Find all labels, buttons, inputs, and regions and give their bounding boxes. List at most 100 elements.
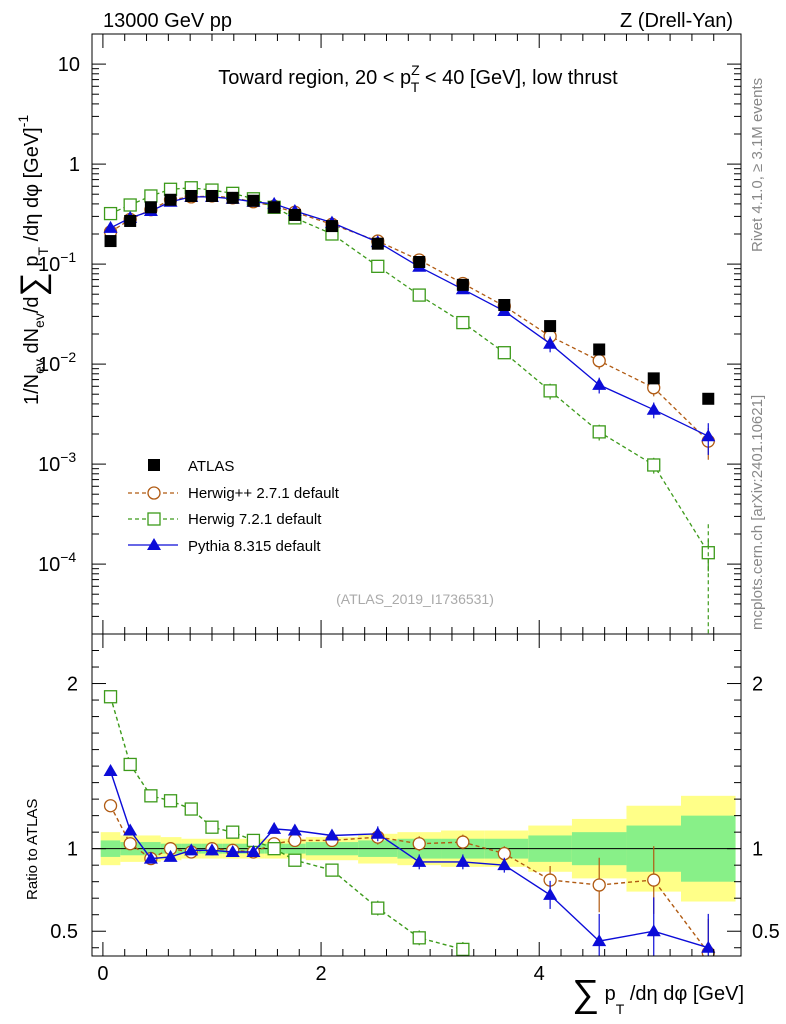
ratio-point-pythia-8-315-default [701,940,716,953]
main-point-atlas [144,201,157,214]
main-point-atlas [288,208,301,221]
ratio-point-pythia-8-315-default [646,924,661,937]
main-point-atlas [413,255,426,268]
analysis-watermark: (ATLAS_2019_I1736531) [336,591,494,607]
main-point-atlas [226,191,239,204]
ratio-xtick-label: 4 [534,963,545,985]
legend-item-pythia: Pythia 8.315 default [128,538,321,555]
main-point-pythia-8-315-default [103,220,118,233]
ratio-point-pythia-8-315-default [370,826,385,839]
ratio-point-pythia-8-315-default [103,764,118,777]
main-ylabel: 1/Nev dNev/d∑ pT /dη dφ [GeV]-1 [14,115,52,405]
ratio-xtick-label: 0 [97,963,108,985]
header-left: 13000 GeV pp [103,10,232,32]
main-ytick-label: 10−1 [38,249,76,276]
main-point-atlas [647,372,660,385]
ratio-point-pythia-8-315-default [163,849,178,862]
ratio-point-pythia-8-315-default [225,844,240,857]
ratio-point-herwig-7-2-1-default [288,853,302,867]
main-point-herwig-7-2-1-default [371,259,385,273]
main-point-herwig-7-2-1-default [103,206,118,221]
main-point-herwig-7-2-1-default [543,384,557,398]
ratio-ytick-label-left: 0.5 [50,921,78,943]
main-point-herwig-2-7-1-default [592,354,606,368]
main-point-herwig-7-2-1-default [123,198,137,212]
ratio-ytick-label-left: 1 [67,839,78,861]
ratio-point-pythia-8-315-default [455,854,470,867]
ratio-point-herwig-7-2-1-default [163,794,178,808]
main-point-herwig-7-2-1-default [412,288,426,302]
legend-item-atlas: ATLAS [148,458,234,475]
main-point-herwig-7-2-1-default [163,182,178,196]
main-point-atlas [104,235,117,248]
ratio-series-layer [103,690,716,956]
rivet-label: Rivet 4.1.0, ≥ 3.1M events [749,78,766,252]
main-point-atlas [205,189,218,202]
header-right: Z (Drell-Yan) [620,10,733,32]
main-title: Toward region, 20 < pZ T < 40 [GeV], low … [218,62,618,95]
ratio-point-herwig-7-2-1-default [103,690,118,704]
ratio-point-pythia-8-315-default [412,854,427,867]
ratio-point-pythia-8-315-default [287,823,302,836]
main-point-herwig-7-2-1-default [144,189,158,203]
ratio-point-herwig-2-7-1-default [592,878,606,892]
ratio-point-pythia-8-315-default [123,823,138,836]
ratio-point-pythia-8-315-default [143,851,158,864]
legend-marker-atlas [148,459,160,471]
ratio-point-herwig-2-7-1-default [412,837,426,851]
main-point-atlas [702,392,715,405]
main-point-atlas [371,237,384,250]
main-point-atlas [185,189,198,202]
ratio-point-herwig-7-2-1-default [184,802,198,816]
legend-item-herwigpp: Herwig++ 2.7.1 default [128,485,340,502]
ratio-ticks: 2 2 1 1 0.5 0.5 0 2 4 [50,634,780,985]
ratio-point-herwig-2-7-1-default [123,837,137,851]
ratio-point-pythia-8-315-default [246,844,261,857]
main-panel: 10 1 10−1 10−2 10−3 10−4 Toward region, 20 < … [14,33,742,635]
ratio-ytick-label-right: 0.5 [752,921,780,943]
ratio-ytick-label-left: 2 [67,674,78,696]
ratio-xtick-label: 2 [315,963,326,985]
svg-text:1/Nev dNev/d∑ pT /dη dφ [GeV]: 1/Nev dNev/d∑ pT /dη dφ [GeV]-1 [14,115,52,405]
ratio-line-herwig-7-2-1-default [109,696,464,951]
ratio-point-herwig-7-2-1-default [371,901,385,915]
main-series-layer [103,181,716,634]
main-point-pythia-8-315-default [646,402,661,415]
ratio-point-herwig-2-7-1-default [647,873,661,887]
main-point-atlas [498,298,511,311]
main-ticks: 10 1 10−1 10−2 10−3 10−4 [38,33,741,635]
ratio-ytick-label-right: 1 [752,839,763,861]
ratio-ytick-label-right: 2 [752,674,763,696]
ratio-frame [91,633,742,957]
ratio-point-herwig-7-2-1-default [267,842,281,856]
ratio-point-herwig-7-2-1-default [325,863,339,877]
ratio-point-herwig-7-2-1-default [456,942,470,956]
ratio-xlabel: ∑ pT /dη dφ [GeV] [572,973,744,1017]
legend-label-atlas: ATLAS [188,458,234,475]
main-point-pythia-8-315-default [701,429,716,442]
main-ytick-label: 10 [58,54,80,76]
ratio-point-herwig-2-7-1-default [103,799,118,813]
main-line-herwig-2-7-1-default [110,195,709,442]
ratio-point-herwig-2-7-1-default [288,833,302,848]
legend: ATLAS Herwig++ 2.7.1 default Herwig 7.2.… [128,458,340,555]
main-point-herwig-7-2-1-default [592,425,606,439]
main-ytick-label: 10−4 [38,549,76,576]
ratio-point-pythia-8-315-default [184,843,199,856]
ratio-point-pythia-8-315-default [497,858,512,871]
main-point-atlas [124,214,137,227]
main-point-atlas [593,343,606,356]
ratio-point-herwig-7-2-1-default [205,820,219,834]
main-point-herwig-7-2-1-default [647,458,661,472]
legend-label-pythia: Pythia 8.315 default [188,538,321,555]
main-point-pythia-8-315-default [592,377,607,390]
ratio-point-herwig-7-2-1-default [226,825,240,839]
ratio-point-pythia-8-315-default [204,843,219,856]
ratio-point-pythia-8-315-default [267,821,282,834]
main-point-atlas [247,194,260,207]
legend-marker-pythia [147,538,161,550]
ratio-point-herwig-7-2-1-default [144,789,158,803]
legend-label-herwig7: Herwig 7.2.1 default [188,511,322,528]
ratio-point-herwig-7-2-1-default [412,931,426,945]
legend-marker-herwig7 [147,512,161,526]
